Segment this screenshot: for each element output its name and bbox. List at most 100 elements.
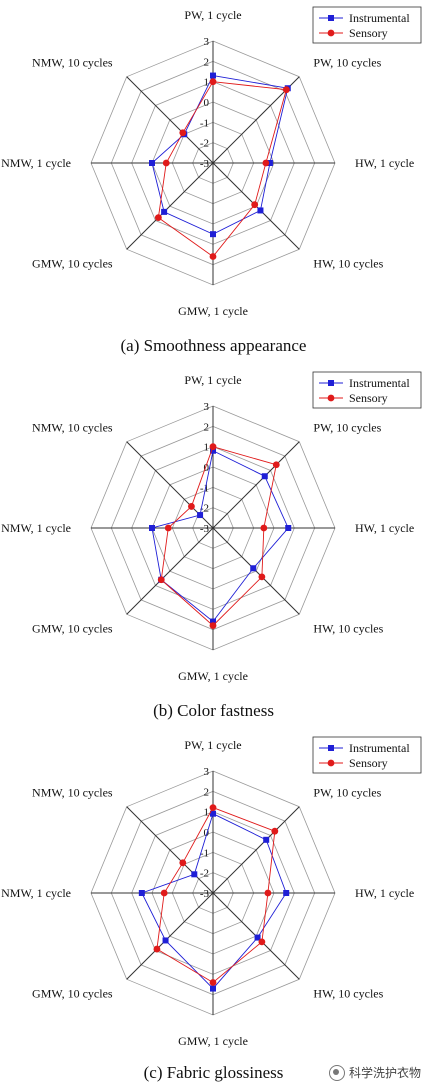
data-point-instrumental [149, 525, 155, 531]
data-point-instrumental [197, 512, 204, 519]
scale-tick-label: -3 [200, 523, 210, 535]
axis-label: GMW, 10 cycles [32, 986, 113, 1000]
data-point-instrumental [210, 810, 216, 817]
scale-tick-label: 1 [204, 77, 210, 89]
axis-spoke [212, 441, 300, 529]
data-point-sensory [162, 159, 170, 167]
axis-label: GMW, 10 cycles [32, 256, 113, 270]
axis-label: GMW, 1 cycle [178, 304, 248, 318]
data-point-sensory [258, 938, 266, 946]
data-point-instrumental [162, 937, 169, 944]
series-line-instrumental [151, 75, 289, 235]
data-point-sensory [209, 979, 217, 986]
axis-label: NMW, 10 cycles [32, 56, 113, 70]
chart-panel-b: 3 2 1 0 -1 -2 -3 PW, 1 cycle PW, 10 cycles HW, 1 … [0, 365, 427, 730]
radar-chart-color-fastness: 3 2 1 0 -1 -2 -3 PW, 1 cycle PW, 10 cycles HW, 1 … [1, 371, 422, 683]
legend-box [312, 6, 422, 44]
series-line-sensory [157, 81, 287, 258]
legend-label: Sensory [349, 391, 388, 405]
axis-label: GMW, 1 cycle [178, 669, 248, 683]
data-point-sensory [209, 78, 217, 86]
chart-caption: (c) Fabric glossiness [143, 1063, 284, 1082]
chart-panel-c: 3 2 1 0 -1 -2 -3 PW, 1 cycle PW, 10 cycles HW, 1 … [0, 730, 427, 1091]
scale-tick-label: 0 [204, 827, 210, 839]
data-point-instrumental [210, 447, 216, 454]
axis-label: HW, 10 cycles [313, 256, 383, 270]
legend-label: Instrumental [349, 741, 410, 755]
chart-panel-a: 3 2 1 0 -1 -2 -3 PW, 1 cycle PW, 10 cycles HW, 1 … [0, 0, 427, 365]
scale-tick-label: -2 [200, 138, 209, 150]
data-point-instrumental [210, 231, 216, 238]
data-point-sensory [154, 214, 162, 222]
axis-spoke [126, 162, 214, 250]
data-point-instrumental [257, 207, 264, 214]
scale-tick-label: 3 [204, 36, 210, 48]
scale-tick-label: 0 [204, 462, 210, 474]
scale-tick-label: -1 [200, 117, 209, 129]
data-point-sensory [179, 859, 187, 867]
data-point-sensory [157, 576, 165, 584]
scale-tick-label: 0 [204, 97, 210, 109]
scale-tick-label: -1 [200, 847, 209, 859]
data-point-instrumental [191, 871, 198, 878]
data-point-sensory [272, 461, 280, 469]
axis-label: NMW, 10 cycles [32, 786, 113, 800]
data-point-sensory [260, 524, 268, 532]
data-point-instrumental [283, 890, 290, 896]
scale-tick-label: -3 [200, 158, 210, 170]
data-point-sensory [271, 827, 279, 835]
axis-label: HW, 10 cycles [313, 621, 383, 635]
axis-label: PW, 1 cycle [184, 8, 241, 22]
axis-spoke [126, 527, 214, 615]
legend-label: Instrumental [349, 376, 410, 390]
axis-label: HW, 1 cycle [355, 521, 414, 535]
data-point-instrumental [263, 836, 270, 843]
axis-spoke [212, 806, 300, 894]
data-point-sensory [179, 129, 187, 137]
series-line-instrumental [151, 450, 289, 623]
axis-label: NMW, 1 cycle [1, 886, 71, 900]
legend-marker-sensory [327, 29, 335, 37]
scale-tick-label: -3 [200, 888, 210, 900]
wechat-logo-icon [328, 1064, 345, 1081]
legend-marker-sensory [327, 394, 335, 402]
axis-label: GMW, 10 cycles [32, 621, 113, 635]
axis-spoke [126, 892, 214, 980]
data-point-instrumental [210, 618, 216, 625]
data-point-sensory [209, 622, 217, 629]
data-point-sensory [262, 159, 270, 167]
watermark-text: 科学洗护衣物 [348, 1066, 421, 1080]
data-point-sensory [188, 503, 195, 510]
data-point-instrumental [250, 565, 257, 572]
axis-label: HW, 10 cycles [313, 986, 383, 1000]
data-point-sensory [251, 201, 259, 209]
data-point-sensory [258, 573, 266, 581]
axis-label: PW, 1 cycle [184, 373, 241, 387]
legend-box [312, 736, 422, 774]
radar-chart-glossiness: 3 2 1 0 -1 -2 -3 PW, 1 cycle PW, 10 cycles HW, 1 … [1, 736, 422, 1048]
data-point-sensory [209, 253, 217, 260]
watermark: 科学洗护衣物 [328, 1064, 421, 1081]
data-point-sensory [153, 945, 161, 953]
axis-label: NMW, 1 cycle [1, 521, 71, 535]
legend-label: Sensory [349, 26, 388, 40]
data-point-instrumental [285, 525, 292, 531]
data-point-sensory [264, 889, 272, 897]
data-point-instrumental [254, 934, 261, 941]
radar-chart-smoothness: 3 2 1 0 -1 -2 -3 PW, 1 cycle PW, 10 cycles HW, 1 … [1, 6, 422, 318]
axis-label: PW, 10 cycles [313, 56, 381, 70]
data-point-instrumental [266, 160, 273, 166]
axis-label: HW, 1 cycle [355, 886, 414, 900]
legend-label: Instrumental [349, 11, 410, 25]
scale-tick-label: 2 [204, 421, 210, 433]
axis-label: PW, 10 cycles [313, 786, 381, 800]
data-point-sensory [164, 524, 172, 532]
axis-label: HW, 1 cycle [355, 156, 414, 170]
axis-label: NMW, 10 cycles [32, 421, 113, 435]
axis-label: NMW, 1 cycle [1, 156, 71, 170]
legend-marker-instrumental [328, 15, 334, 21]
legend-box [312, 371, 422, 409]
chart-caption: (a) Smoothness appearance [120, 336, 307, 355]
data-point-sensory [209, 443, 217, 451]
legend-marker-instrumental [328, 745, 334, 751]
